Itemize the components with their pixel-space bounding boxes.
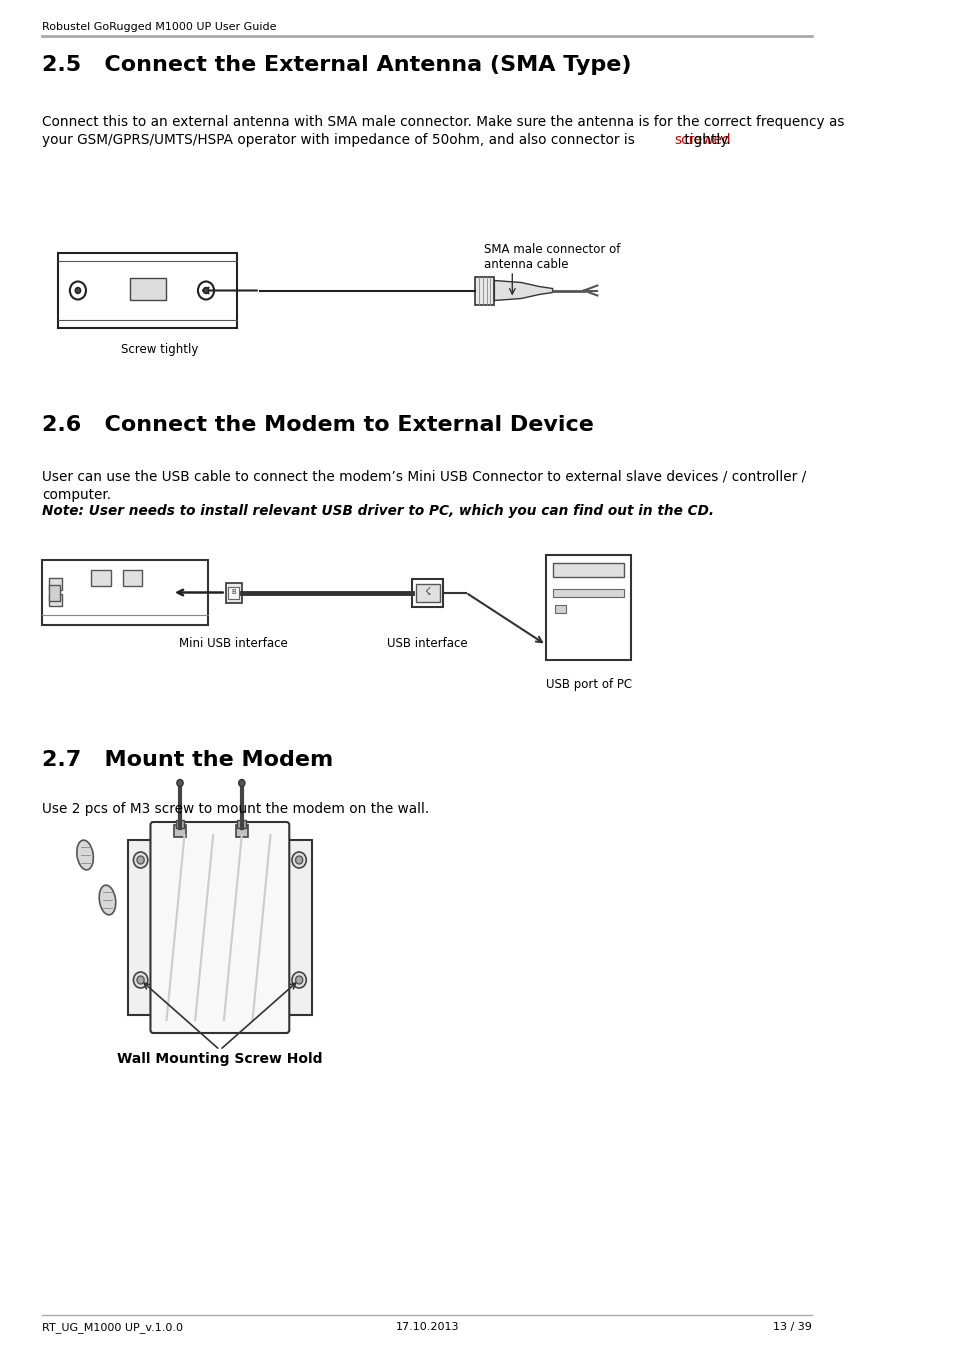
Bar <box>286 840 312 1015</box>
Bar <box>91 570 111 586</box>
Text: SMA male connector of
antenna cable: SMA male connector of antenna cable <box>483 243 619 271</box>
Bar <box>123 570 142 586</box>
Circle shape <box>70 282 86 300</box>
Circle shape <box>133 852 148 868</box>
Text: 2.5   Connect the External Antenna (SMA Type): 2.5 Connect the External Antenna (SMA Ty… <box>42 55 631 76</box>
Bar <box>555 605 565 613</box>
Text: Connect this to an external antenna with SMA male connector. Make sure the anten: Connect this to an external antenna with… <box>42 115 843 130</box>
Text: USB interface: USB interface <box>387 637 467 649</box>
Bar <box>228 586 239 598</box>
Text: Mini USB interface: Mini USB interface <box>179 637 288 649</box>
Bar <box>412 579 443 606</box>
Bar <box>553 589 623 597</box>
Bar <box>416 583 439 602</box>
Text: RT_UG_M1000 UP_v.1.0.0: RT_UG_M1000 UP_v.1.0.0 <box>42 1322 183 1332</box>
Ellipse shape <box>77 840 93 869</box>
Bar <box>58 252 237 328</box>
Circle shape <box>75 288 80 293</box>
Bar <box>546 555 631 660</box>
Text: Use 2 pcs of M3 screw to mount the modem on the wall.: Use 2 pcs of M3 screw to mount the modem… <box>42 802 429 815</box>
Bar <box>173 825 186 837</box>
Text: your GSM/GPRS/UMTS/HSPA operator with impedance of 50ohm, and also connector is: your GSM/GPRS/UMTS/HSPA operator with im… <box>42 134 639 147</box>
Circle shape <box>238 779 245 787</box>
Bar <box>226 582 241 602</box>
Circle shape <box>197 282 213 300</box>
Circle shape <box>203 288 209 293</box>
Circle shape <box>133 972 148 988</box>
Text: Note: User needs to install relevant USB driver to PC, which you can find out in: Note: User needs to install relevant USB… <box>42 504 714 518</box>
Circle shape <box>295 976 302 984</box>
Circle shape <box>295 856 302 864</box>
Bar <box>50 585 60 601</box>
Bar <box>130 278 166 300</box>
Text: computer.: computer. <box>42 487 112 502</box>
Circle shape <box>137 976 144 984</box>
Bar <box>128 840 153 1015</box>
Text: screwed: screwed <box>674 134 730 147</box>
Text: Screw tightly: Screw tightly <box>121 343 198 356</box>
FancyBboxPatch shape <box>151 822 289 1033</box>
Bar <box>50 578 62 590</box>
Text: B: B <box>232 590 236 595</box>
Circle shape <box>292 972 306 988</box>
Bar <box>235 825 248 837</box>
Polygon shape <box>494 281 552 301</box>
Circle shape <box>137 856 144 864</box>
Text: 17.10.2013: 17.10.2013 <box>395 1322 458 1332</box>
Text: 13 / 39: 13 / 39 <box>773 1322 811 1332</box>
Bar <box>237 819 246 828</box>
Text: Wall Mounting Screw Hold: Wall Mounting Screw Hold <box>117 1052 322 1066</box>
Bar <box>553 563 623 576</box>
Text: User can use the USB cable to connect the modem’s Mini USB Connector to external: User can use the USB cable to connect th… <box>42 470 805 485</box>
Text: USB port of PC: USB port of PC <box>545 678 631 691</box>
Bar <box>42 560 208 625</box>
Bar <box>50 594 62 606</box>
Text: Robustel GoRugged M1000 UP User Guide: Robustel GoRugged M1000 UP User Guide <box>42 22 276 32</box>
Circle shape <box>176 779 183 787</box>
Text: 2.7   Mount the Modem: 2.7 Mount the Modem <box>42 751 333 769</box>
Bar <box>175 819 184 828</box>
Text: tightly.: tightly. <box>679 134 730 147</box>
Bar <box>475 277 494 305</box>
Circle shape <box>292 852 306 868</box>
Ellipse shape <box>99 886 115 915</box>
Text: ☇: ☇ <box>423 587 430 598</box>
Text: 2.6   Connect the Modem to External Device: 2.6 Connect the Modem to External Device <box>42 414 594 435</box>
